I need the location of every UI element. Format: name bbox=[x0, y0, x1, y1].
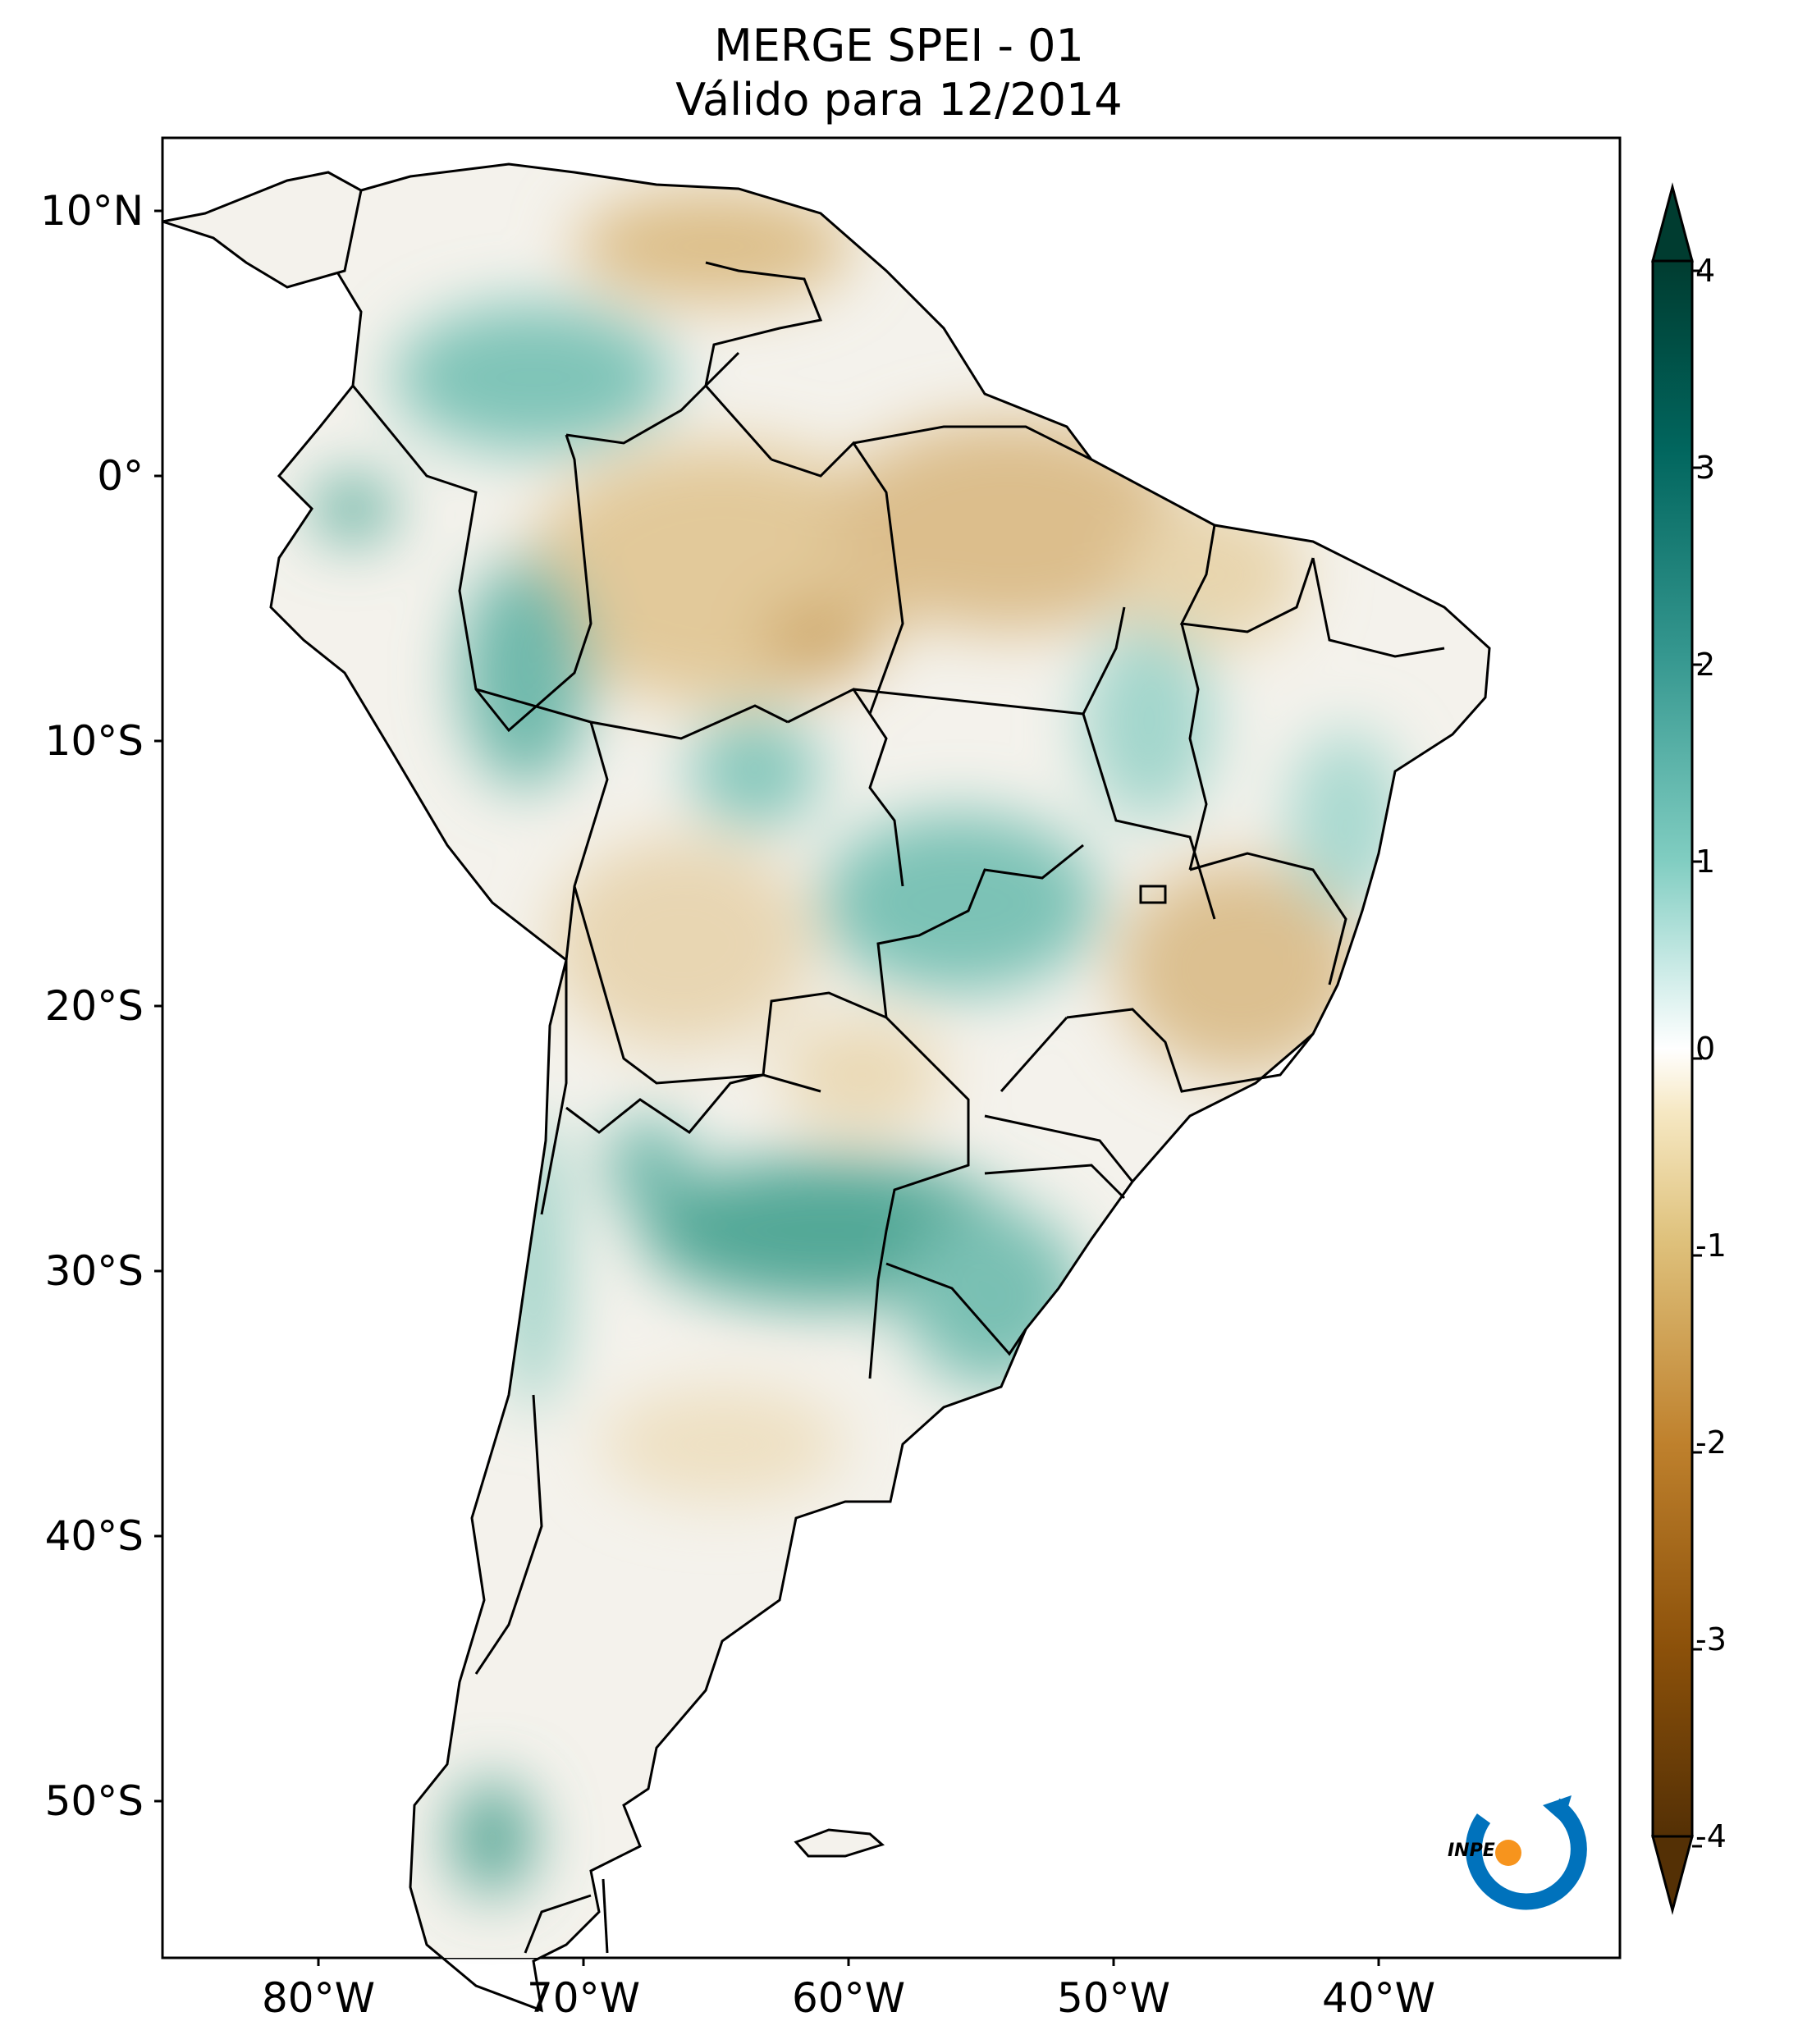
logo-arc-icon bbox=[1465, 1798, 1587, 1910]
lat-label-0: 0° bbox=[97, 452, 144, 500]
logo-text: INPE bbox=[1448, 1841, 1495, 1861]
lat-label-20s: 20°S bbox=[44, 982, 144, 1030]
colorbar-label-neg4: -4 bbox=[1695, 1818, 1727, 1854]
logo-arrow-icon bbox=[1543, 1795, 1572, 1823]
colorbar-extend-min bbox=[1651, 1835, 1694, 1915]
inpe-logo bbox=[1465, 1795, 1587, 1910]
logo-sun-icon bbox=[1495, 1840, 1521, 1866]
coastline bbox=[269, 162, 1491, 2013]
colorbar-label-2: 2 bbox=[1695, 647, 1716, 683]
colorbar-label-0: 0 bbox=[1695, 1031, 1716, 1067]
colorbar-label-1: 1 bbox=[1695, 844, 1716, 880]
lon-label-60w: 60°W bbox=[791, 1974, 906, 2022]
colorbar-label-4: 4 bbox=[1695, 253, 1716, 289]
lat-label-30s: 30°S bbox=[44, 1247, 144, 1295]
political-borders bbox=[351, 261, 1445, 1954]
colorbar bbox=[1651, 182, 1702, 1915]
map-title: MERGE SPEI - 01 bbox=[714, 20, 1084, 71]
colorbar-label-3: 3 bbox=[1695, 450, 1716, 486]
colorbar-label-neg3: -3 bbox=[1695, 1621, 1727, 1658]
lon-label-80w: 80°W bbox=[261, 1974, 376, 2022]
colorbar-label-neg1: -1 bbox=[1695, 1228, 1727, 1264]
central-america bbox=[162, 171, 363, 289]
colorbar-label-neg2: -2 bbox=[1695, 1424, 1727, 1461]
lon-label-70w: 70°W bbox=[526, 1974, 641, 2022]
lat-label-40s: 40°S bbox=[44, 1512, 144, 1560]
lat-label-10n: 10°N bbox=[39, 187, 144, 235]
colorbar-extend-max bbox=[1651, 182, 1694, 263]
falkland-islands bbox=[794, 1828, 885, 1858]
map-subtitle: Válido para 12/2014 bbox=[675, 74, 1123, 126]
colorbar-gradient bbox=[1651, 259, 1694, 1838]
lat-label-10s: 10°S bbox=[44, 717, 144, 765]
lon-label-50w: 50°W bbox=[1056, 1974, 1171, 2022]
lon-label-40w: 40°W bbox=[1321, 1974, 1436, 2022]
lat-label-50s: 50°S bbox=[44, 1777, 144, 1825]
